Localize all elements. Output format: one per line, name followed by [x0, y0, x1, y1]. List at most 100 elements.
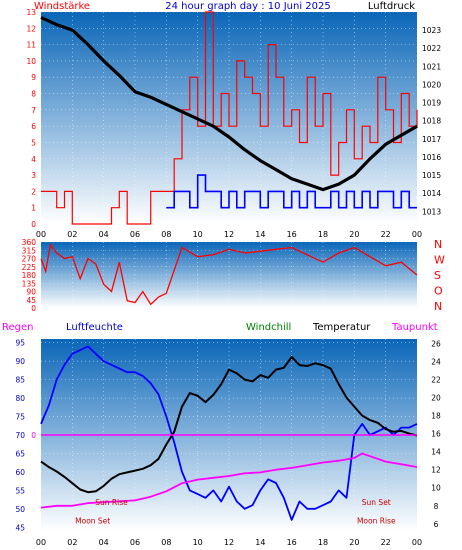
- temperature-tick: 24: [431, 358, 441, 367]
- temperature-tick: 8: [434, 502, 439, 511]
- pressure-tick: 1016: [422, 153, 441, 162]
- temperatur-label: Temperatur: [312, 322, 371, 333]
- wind-speed-tick: 0: [31, 220, 36, 229]
- temperature-axis: 6 8 10 12 14 16 18 20 22 24 26: [431, 340, 441, 529]
- x-tick-label: 00: [412, 538, 422, 547]
- x-tick-label: 20: [349, 538, 359, 547]
- humidity-tick: 45: [15, 523, 25, 532]
- wind-speed-tick: 2: [31, 187, 36, 196]
- x-tick-label: 00: [36, 230, 46, 239]
- wind-speed-tick: 8: [31, 90, 36, 99]
- wind-speed-tick: 5: [31, 138, 36, 147]
- compass-label: W: [434, 254, 445, 267]
- x-tick-label: 08: [161, 538, 171, 547]
- humidity-tick: 65: [15, 449, 25, 458]
- taupunkt-label: Taupunkt: [391, 322, 438, 333]
- pressure-tick: 1017: [422, 135, 441, 144]
- wind-speed-tick: 4: [31, 155, 36, 164]
- pressure-line: [40, 15, 418, 192]
- x-tick-label: 00: [412, 230, 422, 239]
- pressure-axis: 1013 1014 1015 1016 1017 1018 1019 1020 1021 1022…: [422, 26, 441, 216]
- sun-moon-annotations: Sun Rise Moon Set Sun Set Moon Rise: [75, 498, 396, 525]
- x-tick-label: 06: [130, 230, 140, 239]
- wind-direction-grid: [41, 241, 417, 309]
- humidity-tick: 60: [15, 468, 25, 477]
- compass-label: O: [434, 285, 443, 298]
- wind-speed-tick: 11: [26, 41, 36, 50]
- pressure-tick: 1023: [422, 26, 441, 35]
- wind-direction-line: [40, 243, 418, 306]
- x-tick-label: 18: [318, 538, 328, 547]
- wind-pressure-series: [40, 11, 418, 225]
- compass-label: N: [434, 238, 442, 251]
- pressure-tick: 1014: [422, 189, 441, 198]
- wind-speed-tick: 1: [31, 204, 36, 213]
- x-tick-label: 00: [36, 538, 46, 547]
- pressure-tick: 1013: [422, 207, 441, 216]
- humidity-tick: 70: [15, 431, 25, 440]
- compass-label: S: [434, 269, 441, 282]
- x-tick-label: 20: [349, 230, 359, 239]
- temperature-tick: 14: [431, 448, 441, 457]
- x-tick-label: 04: [99, 538, 109, 547]
- annotation-label: Sun Set: [362, 498, 391, 507]
- temperature-tick: 26: [431, 340, 441, 349]
- humidity-axis: 45 50 55 60 65 70 75 80 85 90 95 0: [15, 339, 36, 533]
- direction-tick: 270: [22, 255, 37, 264]
- wind-speed-tick: 7: [31, 106, 36, 115]
- temperature-tick: 18: [431, 412, 441, 421]
- x-tick-label: 22: [381, 538, 391, 547]
- dewpoint-line: [40, 452, 418, 509]
- x-tick-label: 10: [193, 230, 203, 239]
- direction-tick: 45: [26, 296, 36, 305]
- x-tick-label: 16: [287, 230, 297, 239]
- x-tick-label: 18: [318, 230, 328, 239]
- temperature-tick: 10: [431, 484, 441, 493]
- annotation-label: Moon Rise: [357, 517, 396, 526]
- wind-speed-tick: 10: [26, 57, 36, 66]
- x-tick-label: 14: [255, 538, 265, 547]
- wind-direction-series: [40, 243, 418, 306]
- chart-title: 24 hour graph day : 10 Juni 2025: [165, 1, 331, 12]
- compass-label: N: [434, 300, 442, 313]
- temp-humidity-series: [40, 345, 418, 521]
- regen-zero-label: 0: [31, 431, 36, 440]
- temperature-tick: 20: [431, 394, 441, 403]
- temperature-tick: 6: [434, 520, 439, 529]
- direction-tick: 225: [22, 263, 37, 272]
- wind-speed-tick: 12: [26, 24, 36, 33]
- pressure-tick: 1018: [422, 117, 441, 126]
- time-axis-bottom: 00 02 04 06 08 10 12 14 16 18 20 22 00: [36, 538, 422, 547]
- pressure-tick: 1015: [422, 171, 441, 180]
- x-tick-label: 08: [161, 230, 171, 239]
- temperature-line: [40, 356, 418, 494]
- windchill-label: Windchill: [246, 322, 291, 333]
- wind-speed-tick: 6: [31, 122, 36, 131]
- direction-tick: 135: [22, 279, 37, 288]
- wind-speed-tick: 9: [31, 73, 36, 82]
- x-tick-label: 16: [287, 538, 297, 547]
- wind-speed-tick: 3: [31, 171, 36, 180]
- pressure-tick: 1019: [422, 99, 441, 108]
- x-tick-label: 02: [67, 538, 77, 547]
- x-tick-label: 06: [130, 538, 140, 547]
- time-axis-top: 00 02 04 06 08 10 12 14 16 18 20 22 00: [36, 230, 422, 239]
- temperature-tick: 22: [431, 376, 441, 385]
- direction-tick: 360: [22, 238, 37, 247]
- x-tick-label: 14: [255, 230, 265, 239]
- x-tick-label: 22: [381, 230, 391, 239]
- temperature-tick: 16: [431, 430, 441, 439]
- x-tick-label: 12: [224, 538, 234, 547]
- humidity-tick: 95: [15, 339, 25, 348]
- humidity-tick: 55: [15, 486, 25, 495]
- x-tick-label: 10: [193, 538, 203, 547]
- humidity-tick: 90: [15, 357, 25, 366]
- annotation-label: Sun Rise: [95, 498, 128, 507]
- humidity-tick: 85: [15, 376, 25, 385]
- x-tick-label: 04: [99, 230, 109, 239]
- wind-average-line: [166, 174, 417, 209]
